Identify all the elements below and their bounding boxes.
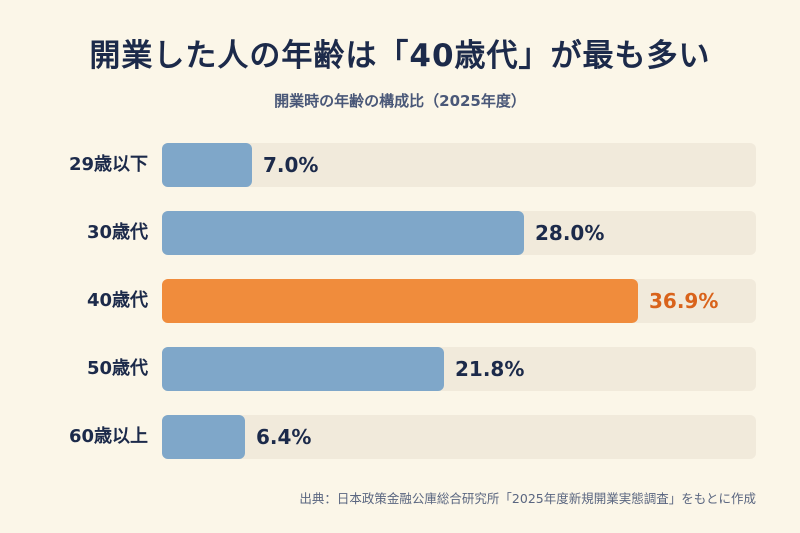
bar <box>162 279 638 323</box>
source-note: 出典：日本政策金融公庫総合研究所「2025年度新規開業実態調査」をもとに作成 <box>299 491 756 506</box>
category-label: 29歳以下 <box>68 154 148 175</box>
chart-title: 開業した人の年齢は「40歳代」が最も多い <box>89 38 711 74</box>
category-label: 60歳以上 <box>68 426 148 447</box>
bar-track <box>162 143 756 187</box>
value-label: 7.0% <box>263 153 319 177</box>
bar <box>162 143 252 187</box>
bar-row: 40歳代 36.9% <box>0 279 800 323</box>
bar-row: 29歳以下 7.0% <box>0 143 800 187</box>
bar-track <box>162 415 756 459</box>
category-label: 50歳代 <box>86 358 148 379</box>
bar-row: 60歳以上 6.4% <box>0 415 800 459</box>
value-label: 6.4% <box>256 425 312 449</box>
category-label: 40歳代 <box>86 290 148 311</box>
bar <box>162 347 444 391</box>
value-label: 28.0% <box>535 221 605 245</box>
category-label: 30歳代 <box>86 222 148 243</box>
bar <box>162 415 245 459</box>
value-label: 36.9% <box>649 289 719 313</box>
value-label: 21.8% <box>455 357 525 381</box>
bar-row: 50歳代 21.8% <box>0 347 800 391</box>
bar <box>162 211 524 255</box>
bar-row: 30歳代 28.0% <box>0 211 800 255</box>
chart-subtitle: 開業時の年齢の構成比（2025年度） <box>274 92 526 110</box>
